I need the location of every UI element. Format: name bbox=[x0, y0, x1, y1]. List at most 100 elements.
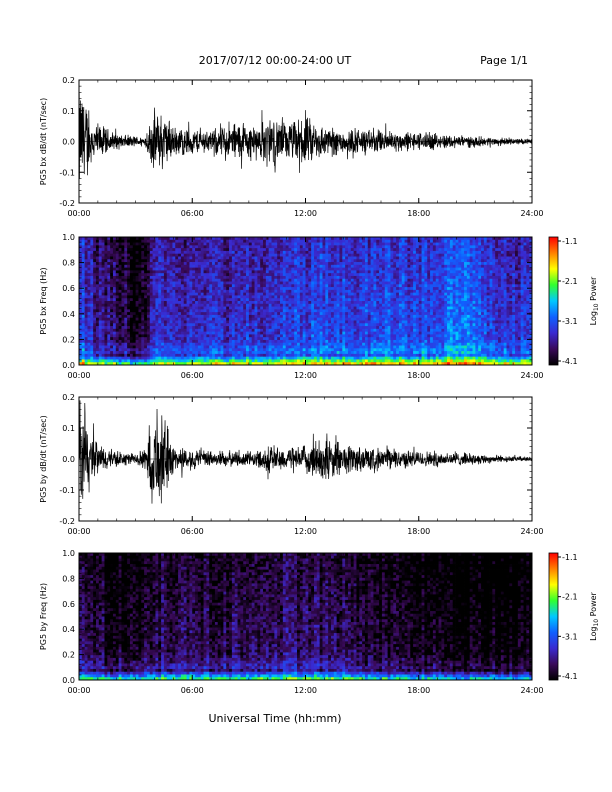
spectrogram-cell bbox=[280, 323, 284, 327]
spectrogram-cell bbox=[192, 303, 196, 307]
spectrogram-cell bbox=[299, 262, 304, 266]
spectrogram-cell bbox=[110, 267, 114, 271]
spectrogram-cell bbox=[336, 317, 340, 321]
spectrogram-cell bbox=[195, 303, 199, 307]
spectrogram-cell bbox=[229, 239, 233, 243]
spectrogram-cell bbox=[297, 359, 301, 363]
spectrogram-cell bbox=[370, 303, 374, 307]
spectrogram-cell bbox=[200, 295, 204, 299]
spectrogram-cell bbox=[362, 287, 366, 291]
spectrogram-cell bbox=[121, 331, 125, 335]
spectrogram-cell bbox=[175, 239, 179, 243]
spectrogram-cell bbox=[367, 356, 372, 360]
spectrogram-cell bbox=[268, 323, 272, 327]
spectrogram-cell bbox=[280, 248, 284, 252]
spectrogram-cell bbox=[328, 339, 332, 344]
spectrogram-cell bbox=[115, 342, 120, 346]
spectrogram-cell bbox=[294, 331, 298, 335]
spectrogram-cell bbox=[189, 312, 193, 316]
spectrogram-cell bbox=[175, 284, 179, 288]
spectrogram-cell bbox=[271, 331, 275, 335]
spectrogram-cell bbox=[342, 339, 346, 344]
spectrogram-cell bbox=[155, 256, 159, 260]
spectrogram-cell bbox=[339, 239, 343, 243]
spectrogram-cell bbox=[98, 303, 103, 307]
spectrogram-cell bbox=[291, 334, 295, 338]
spectrogram-cell bbox=[367, 301, 372, 305]
spectrogram-cell bbox=[217, 242, 221, 246]
spectrogram-cell bbox=[316, 345, 321, 349]
spectrogram-cell bbox=[87, 362, 91, 366]
spectrogram-cell bbox=[234, 362, 238, 366]
spectrogram-cell bbox=[373, 339, 377, 344]
spectrogram-cell bbox=[376, 303, 380, 307]
spectrogram-cell bbox=[277, 275, 281, 280]
spectrogram-cell bbox=[333, 264, 338, 269]
spectrogram-cell bbox=[263, 278, 267, 282]
spectrogram-cell bbox=[325, 331, 329, 335]
spectrogram-cell bbox=[285, 237, 289, 241]
spectrogram-cell bbox=[280, 281, 284, 285]
spectrogram-cell bbox=[254, 278, 258, 282]
spectrogram-cell bbox=[299, 348, 304, 352]
spectrogram-cell bbox=[110, 237, 114, 241]
spectrogram-cell bbox=[248, 281, 253, 285]
spectrogram-cell bbox=[212, 292, 216, 296]
spectrogram-cell bbox=[268, 306, 272, 310]
spectrogram-cell bbox=[121, 295, 125, 299]
spectrogram-cell bbox=[183, 250, 187, 255]
spectrogram-cell bbox=[220, 314, 224, 319]
spectrogram-cell bbox=[212, 267, 216, 271]
spectrogram-cell bbox=[192, 295, 196, 299]
spectrogram-cell bbox=[345, 348, 349, 352]
spectrogram-cell bbox=[229, 331, 233, 335]
spectrogram-cell bbox=[237, 253, 241, 257]
spectrogram-cell bbox=[359, 328, 363, 333]
spectrogram-cell bbox=[311, 331, 315, 335]
spectrogram-cell bbox=[132, 303, 137, 307]
spectrogram-cell bbox=[285, 292, 289, 296]
spectrogram-cell bbox=[328, 248, 332, 252]
spectrogram-cell bbox=[268, 301, 272, 305]
spectrogram-cell bbox=[206, 348, 210, 352]
spectrogram-cell bbox=[370, 353, 374, 358]
spectrogram-cell bbox=[172, 273, 176, 277]
spectrogram-cell bbox=[161, 362, 165, 366]
spectrogram-cell bbox=[115, 275, 120, 280]
spectrogram-cell bbox=[274, 239, 278, 243]
spectrogram-cell bbox=[79, 326, 83, 330]
spectrogram-cell bbox=[345, 312, 349, 316]
spectrogram-cell bbox=[263, 298, 267, 302]
spectrogram-cell bbox=[265, 278, 270, 282]
spectrogram-cell bbox=[107, 262, 111, 266]
spectrogram-cell bbox=[373, 239, 377, 243]
spectrogram-cell bbox=[223, 303, 227, 307]
spectrogram-cell bbox=[325, 348, 329, 352]
spectrogram-cell bbox=[373, 359, 377, 363]
spectrogram-cell bbox=[339, 317, 343, 321]
spectrogram-cell bbox=[158, 331, 162, 335]
spectrogram-cell bbox=[223, 326, 227, 330]
spectrogram-cell bbox=[163, 298, 168, 302]
spectrogram-cell bbox=[214, 284, 219, 288]
spectrogram-cell bbox=[192, 259, 196, 263]
spectrogram-cell bbox=[192, 323, 196, 327]
spectrogram-cell bbox=[197, 345, 202, 349]
spectrogram-cell bbox=[203, 237, 207, 241]
spectrogram-cell bbox=[149, 337, 154, 341]
spectrogram-cell bbox=[214, 317, 219, 321]
spectrogram-cell bbox=[81, 248, 86, 252]
spectrogram-cell bbox=[265, 264, 270, 269]
spectrogram-cell bbox=[197, 328, 202, 333]
spectrogram-cell bbox=[189, 348, 193, 352]
spectrogram-cell bbox=[155, 359, 159, 363]
spectrogram-cell bbox=[330, 292, 335, 296]
spectrogram-cell bbox=[200, 262, 204, 266]
spectrogram-cell bbox=[311, 298, 315, 302]
spectrogram-cell bbox=[362, 306, 366, 310]
spectrogram-cell bbox=[118, 248, 122, 252]
spectrogram-cell bbox=[254, 353, 258, 358]
spectrogram-cell bbox=[115, 289, 120, 294]
spectrogram-cell bbox=[149, 356, 154, 360]
spectrogram-cell bbox=[274, 337, 278, 341]
